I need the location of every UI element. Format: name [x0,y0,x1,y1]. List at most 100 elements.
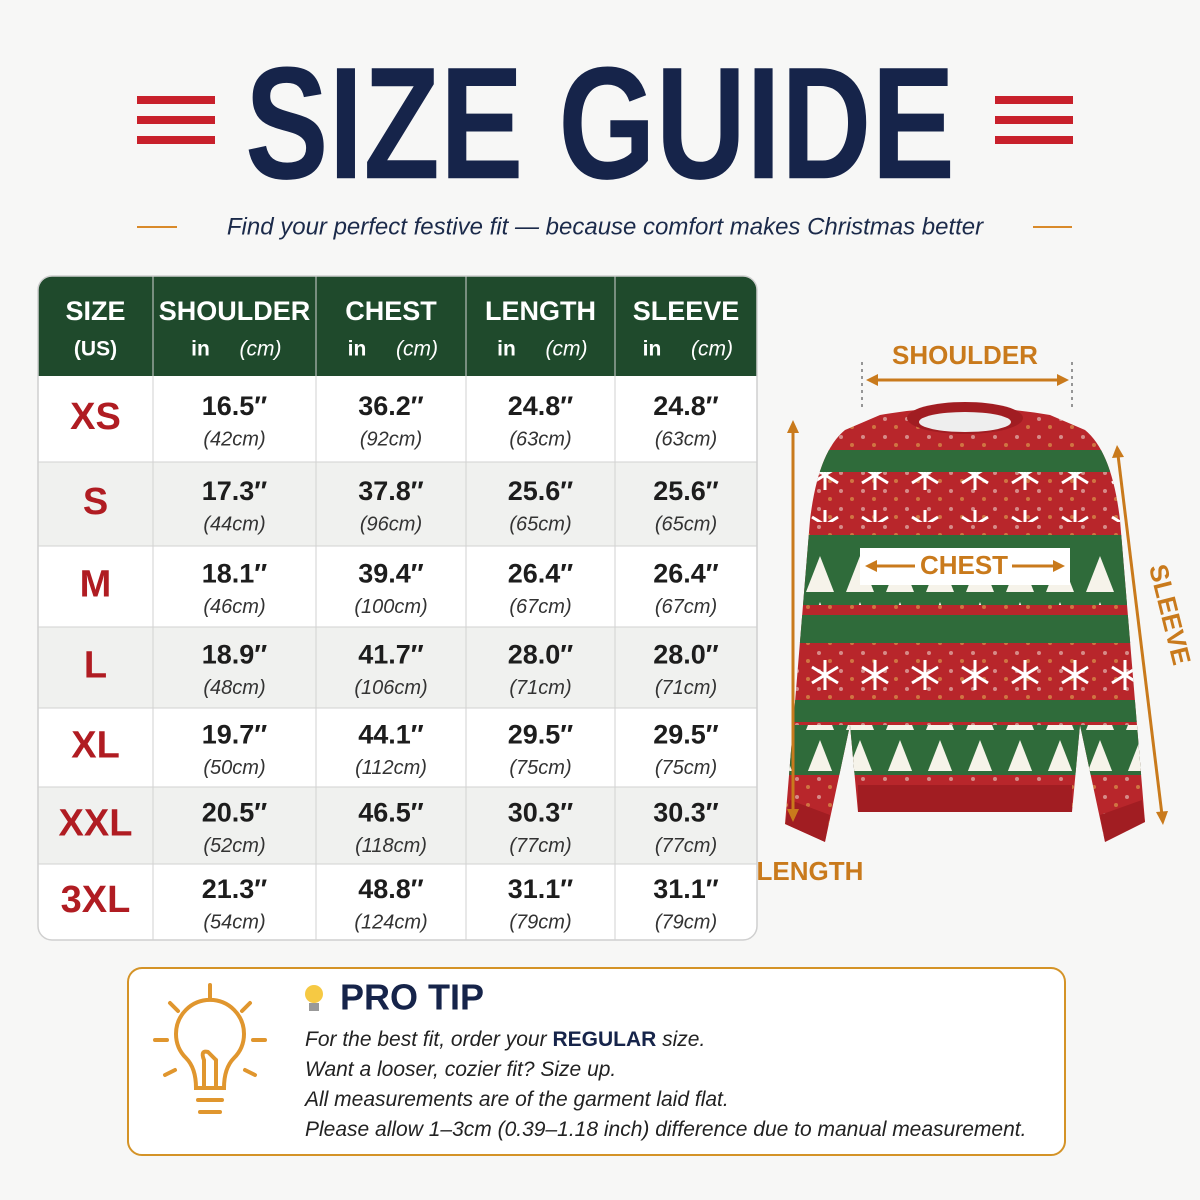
inch-value: 18.9″ [202,640,268,670]
title: SIZE GUIDE [245,33,955,212]
cm-value: (75cm) [655,757,717,779]
cm-value: (42cm) [203,428,265,450]
inch-value: 39.4″ [358,559,424,589]
inch-value: 25.6″ [508,476,574,506]
inch-value: 31.1″ [508,874,574,904]
tip-line: Please allow 1–3cm (0.39–1.18 inch) diff… [305,1118,1026,1141]
table-header-bg [38,276,757,376]
cm-value: (100cm) [354,596,427,618]
row-bg [38,787,757,864]
length-label: LENGTH [757,856,864,886]
cm-value: (118cm) [355,835,427,857]
tip-lines: For the best fit, order your REGULAR siz… [303,1028,1026,1141]
row-bg [38,376,757,462]
size-label: M [80,564,112,606]
cm-value: (71cm) [509,677,571,699]
size-table: SIZE (US) SHOULDER in (cm) CHEST in (cm) LENGTH i… [38,276,757,940]
inch-value: 46.5″ [358,798,424,828]
size-label: S [83,481,108,523]
cm-value: (92cm) [360,428,422,450]
column-unit-in: in [348,338,367,361]
inch-value: 16.5″ [202,391,268,421]
inch-value: 28.0″ [653,640,719,670]
cm-value: (106cm) [354,677,427,699]
inch-value: 24.8″ [653,391,719,421]
tip-title: PRO TIP [340,977,484,1018]
tip-text: Want a looser, cozier fit? Size up. [305,1058,616,1081]
cm-value: (79cm) [655,911,717,933]
size-label: XXL [59,803,133,845]
row-bg [38,462,757,546]
row-bg [38,546,757,627]
cm-value: (79cm) [509,911,571,933]
cm-value: (54cm) [203,911,265,933]
inch-value: 26.4″ [653,559,719,589]
column-header: SLEEVE [633,296,740,326]
cm-value: (63cm) [655,428,717,450]
cm-value: (67cm) [509,596,571,618]
cm-value: (77cm) [509,835,571,857]
cm-value: (65cm) [655,513,717,535]
cm-value: (52cm) [203,835,265,857]
row-bg [38,627,757,708]
column-header: CHEST [345,296,437,326]
inch-value: 44.1″ [358,720,424,750]
column-unit-cm: (cm) [396,338,438,361]
measure-lines [787,362,1168,825]
chest-label: CHEST [920,550,1008,580]
inch-value: 30.3″ [508,798,574,828]
column-unit-in: in [497,338,516,361]
cm-value: (67cm) [655,596,717,618]
inch-value: 20.5″ [202,798,268,828]
cm-value: (65cm) [509,513,571,535]
tip-text: Please allow 1–3cm (0.39–1.18 inch) diff… [305,1118,1026,1141]
cm-value: (75cm) [509,757,571,779]
row-bg [38,708,757,787]
tip-box [127,967,1066,1156]
size-label: 3XL [61,879,131,921]
size-label: L [84,645,107,687]
size-label: XL [71,725,120,767]
inch-value: 31.1″ [653,874,719,904]
cm-value: (50cm) [203,757,265,779]
tip-line: All measurements are of the garment laid… [303,1088,729,1111]
cm-value: (46cm) [203,596,265,618]
inch-value: 28.0″ [508,640,574,670]
cm-value: (96cm) [360,513,422,535]
inch-value: 41.7″ [358,640,424,670]
cm-value: (124cm) [354,911,427,933]
cm-value: (44cm) [203,513,265,535]
tip-line: For the best fit, order your REGULAR siz… [305,1028,705,1051]
chest-arrows [865,560,1065,572]
inch-value: 19.7″ [202,720,268,750]
inch-value: 21.3″ [202,874,268,904]
column-header: SHOULDER [159,296,311,326]
cm-value: (112cm) [355,757,427,779]
sleeve-label: SLEEVE [1143,561,1197,668]
column-unit-cm: (cm) [240,338,282,361]
inch-value: 36.2″ [358,391,424,421]
header-stripes [137,96,1073,144]
inch-value: 26.4″ [508,559,574,589]
column-unit: (US) [74,338,117,361]
column-unit-in: in [643,338,662,361]
tip-text: size. [656,1028,705,1051]
inch-value: 17.3″ [202,476,268,506]
row-bg [38,864,757,940]
column-unit-cm: (cm) [691,338,733,361]
inch-value: 30.3″ [653,798,719,828]
inch-value: 24.8″ [508,391,574,421]
cm-value: (77cm) [655,835,717,857]
inch-value: 37.8″ [358,476,424,506]
column-unit-in: in [191,338,210,361]
column-header: SIZE [65,296,125,326]
cm-value: (63cm) [509,428,571,450]
column-header: LENGTH [485,296,596,326]
inch-value: 29.5″ [653,720,719,750]
bulb-icon [153,983,267,1114]
inch-value: 29.5″ [508,720,574,750]
shoulder-label: SHOULDER [892,340,1038,370]
cm-value: (48cm) [203,677,265,699]
